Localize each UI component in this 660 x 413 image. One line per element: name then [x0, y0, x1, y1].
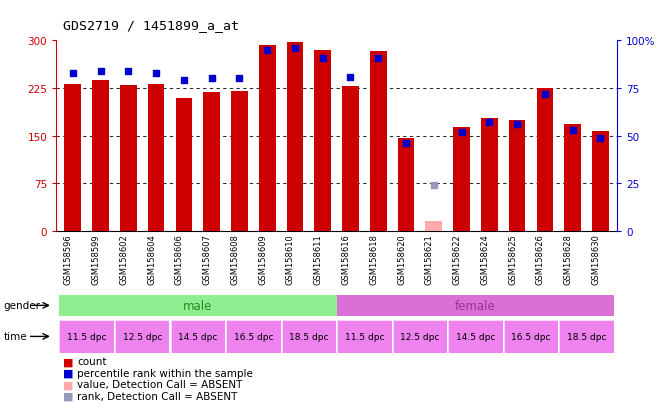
Bar: [314, 51, 331, 231]
Text: ■: ■: [63, 368, 73, 378]
Bar: [176, 98, 192, 231]
Text: female: female: [455, 299, 496, 312]
Bar: [592, 132, 609, 231]
Text: GSM158610: GSM158610: [286, 233, 295, 284]
Text: GSM158616: GSM158616: [341, 233, 350, 284]
Bar: [398, 138, 414, 231]
Text: 14.5 dpc: 14.5 dpc: [178, 332, 217, 341]
Text: GSM158602: GSM158602: [119, 233, 128, 284]
Text: value, Detection Call = ABSENT: value, Detection Call = ABSENT: [77, 380, 243, 389]
Bar: [564, 124, 581, 231]
Text: 18.5 dpc: 18.5 dpc: [567, 332, 607, 341]
Bar: [231, 92, 248, 231]
Text: ■: ■: [63, 356, 73, 366]
Text: 11.5 dpc: 11.5 dpc: [67, 332, 106, 341]
Text: GSM158606: GSM158606: [175, 233, 184, 284]
Bar: [426, 222, 442, 231]
Text: ■: ■: [63, 391, 73, 401]
Text: GSM158625: GSM158625: [508, 233, 517, 284]
Text: rank, Detection Call = ABSENT: rank, Detection Call = ABSENT: [77, 391, 238, 401]
Bar: [481, 119, 498, 231]
Text: 16.5 dpc: 16.5 dpc: [512, 332, 550, 341]
Text: gender: gender: [3, 301, 40, 311]
Text: 12.5 dpc: 12.5 dpc: [123, 332, 162, 341]
Text: GSM158630: GSM158630: [591, 233, 601, 284]
Text: GSM158626: GSM158626: [536, 233, 545, 284]
Text: GSM158620: GSM158620: [397, 233, 406, 284]
Bar: [537, 89, 553, 231]
Text: GSM158622: GSM158622: [453, 233, 461, 284]
Bar: [286, 43, 304, 231]
Text: GSM158618: GSM158618: [369, 233, 378, 284]
Bar: [120, 85, 137, 231]
Text: ■: ■: [63, 380, 73, 389]
Text: percentile rank within the sample: percentile rank within the sample: [77, 368, 253, 378]
Text: GSM158628: GSM158628: [564, 233, 573, 284]
Bar: [92, 81, 109, 231]
Text: 18.5 dpc: 18.5 dpc: [289, 332, 329, 341]
Text: 16.5 dpc: 16.5 dpc: [234, 332, 273, 341]
Bar: [509, 121, 525, 231]
Text: 12.5 dpc: 12.5 dpc: [400, 332, 440, 341]
Bar: [259, 46, 275, 231]
Bar: [370, 52, 387, 231]
Text: GSM158607: GSM158607: [203, 233, 212, 284]
Text: GSM158611: GSM158611: [314, 233, 323, 284]
Text: GSM158608: GSM158608: [230, 233, 240, 284]
Bar: [453, 128, 470, 231]
Text: GDS2719 / 1451899_a_at: GDS2719 / 1451899_a_at: [63, 19, 239, 31]
Text: GSM158624: GSM158624: [480, 233, 489, 284]
Text: GSM158621: GSM158621: [425, 233, 434, 284]
Text: GSM158596: GSM158596: [64, 233, 73, 284]
Bar: [148, 84, 164, 231]
Bar: [65, 84, 81, 231]
Text: 14.5 dpc: 14.5 dpc: [456, 332, 495, 341]
Text: GSM158604: GSM158604: [147, 233, 156, 284]
Text: count: count: [77, 356, 107, 366]
Bar: [342, 87, 359, 231]
Bar: [203, 93, 220, 231]
Text: GSM158609: GSM158609: [258, 233, 267, 284]
Text: 11.5 dpc: 11.5 dpc: [345, 332, 384, 341]
Text: time: time: [3, 332, 27, 342]
Text: GSM158599: GSM158599: [92, 233, 100, 284]
Text: male: male: [183, 299, 213, 312]
